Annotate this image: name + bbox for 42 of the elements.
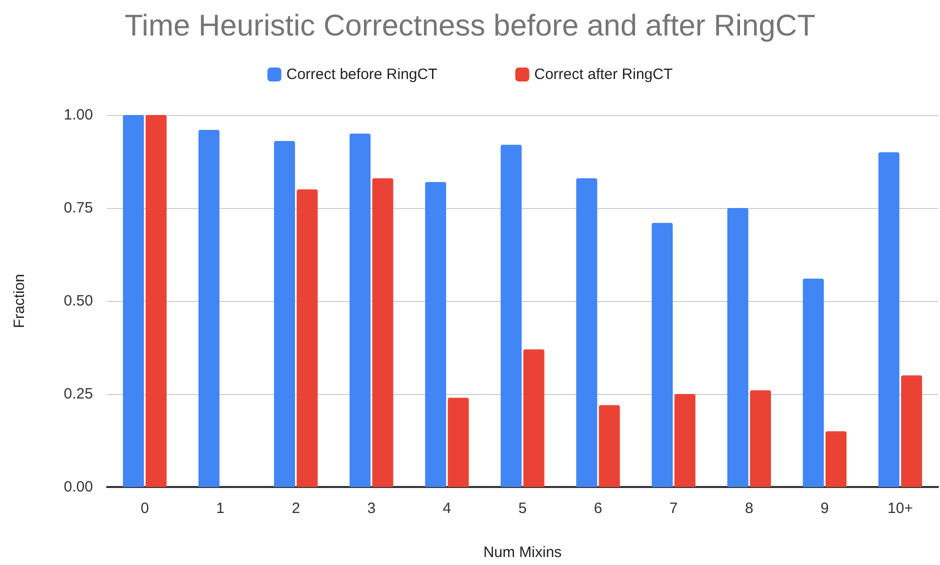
bar: [598, 405, 620, 487]
bar: [146, 115, 167, 487]
bar: [274, 141, 296, 487]
bar: [727, 208, 748, 487]
bar: [802, 278, 824, 487]
x-axis-title: Num Mixins: [483, 544, 562, 561]
bar: [372, 178, 394, 487]
x-tick-label: 1: [216, 500, 224, 517]
bar: [878, 152, 900, 487]
x-tick-label: 7: [669, 500, 678, 517]
legend-label: Correct after RingCT: [534, 66, 673, 83]
bar: [826, 431, 847, 487]
y-tick-label: 0.50: [64, 292, 93, 310]
bar: [901, 375, 922, 487]
x-tick-label: 0: [140, 500, 149, 517]
y-axis-title: Fraction: [11, 274, 28, 328]
legend-label: Correct before RingCT: [286, 66, 438, 83]
x-tick-label: 8: [744, 500, 754, 517]
y-tick-label: 0.00: [64, 478, 93, 496]
x-tick-label: 5: [518, 500, 527, 517]
chart-title: Time Heuristic Correctness before and after RingCT: [124, 10, 816, 42]
bar: [500, 144, 522, 487]
bar: [296, 189, 318, 487]
bar: [122, 115, 144, 487]
y-tick-label: 0.25: [64, 386, 93, 402]
y-tick-label: 0.75: [64, 200, 93, 216]
x-tick-label: 2: [292, 500, 300, 517]
bar: [448, 398, 469, 487]
x-tick-label: 3: [367, 500, 376, 517]
bar: [674, 394, 696, 487]
x-tick-label: 10+: [888, 500, 914, 517]
x-tick-label: 4: [442, 500, 452, 517]
bar: [425, 182, 446, 487]
x-tick-label: 9: [820, 500, 829, 517]
bar: [750, 390, 771, 487]
x-tick-label: 6: [594, 500, 602, 517]
bar: [652, 222, 673, 487]
y-tick-label: 1.00: [64, 106, 93, 124]
bar: [198, 130, 220, 487]
bar: [523, 349, 544, 487]
bar: [350, 134, 371, 487]
bar: [576, 178, 598, 487]
